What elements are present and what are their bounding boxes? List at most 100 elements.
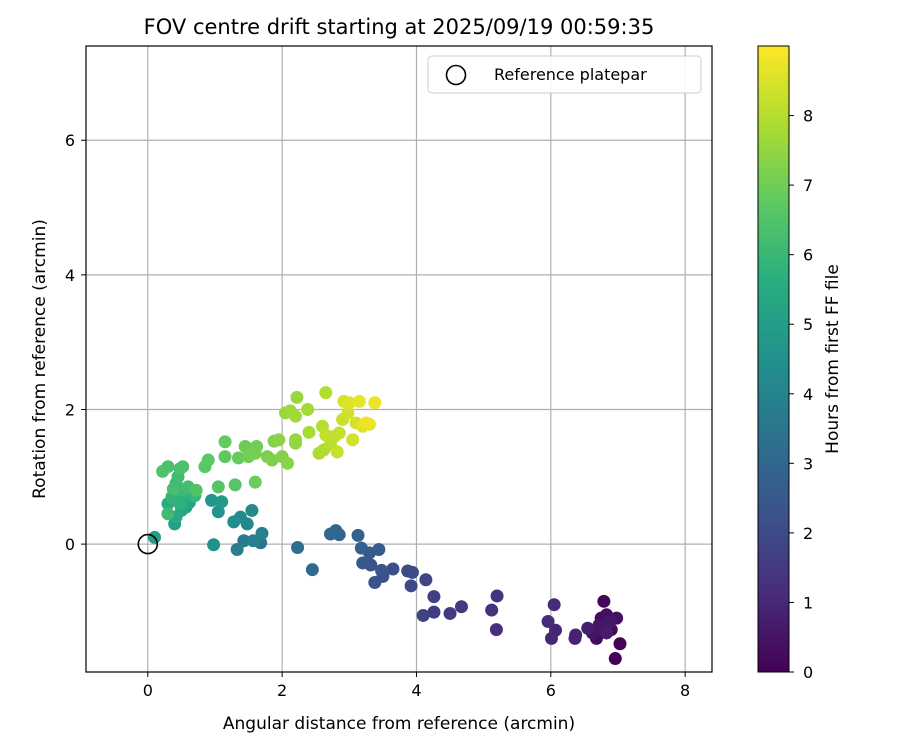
drift-point [245,503,259,517]
drift-point [330,445,344,459]
drift-point [356,556,370,570]
legend-entry-reference: Reference platepar [494,65,647,84]
drift-point [291,540,305,554]
drift-point [289,433,303,447]
drift-point [352,394,366,408]
drift-point [351,528,365,542]
y-axis-label: Rotation from reference (arcmin) [30,219,50,499]
legend: Reference platepar [427,55,702,94]
drift-point [454,600,468,614]
drift-point [541,615,555,629]
drift-point [289,409,303,423]
x-tick-label: 4 [411,681,421,700]
drift-point [603,615,617,629]
drift-point [237,534,251,548]
drift-point [427,590,441,604]
colorbar-gradient [757,45,790,673]
drift-point [341,406,355,420]
drift-point [489,623,503,637]
x-tick-label: 0 [143,681,153,700]
drift-point [166,482,180,496]
drift-point [485,603,499,617]
drift-point [272,433,286,447]
drift-point [608,652,622,666]
drift-point [427,605,441,619]
colorbar-tick-label: 7 [803,176,813,195]
drift-point [332,426,346,440]
y-tick-label: 2 [65,400,75,419]
drift-point [323,527,337,541]
colorbar-tick-label: 6 [803,246,813,265]
drift-point [248,475,262,489]
drift-point [368,396,382,410]
drift-point [228,478,242,492]
drift-point [218,450,232,464]
drift-point [230,542,244,556]
drift-point [346,433,360,447]
drift-point [246,534,260,548]
drift-point [211,505,225,519]
drift-point [544,631,558,645]
drift-point [386,562,400,576]
plot-frame [85,45,713,673]
drift-point [490,589,504,603]
drift-point [359,416,373,430]
drift-point [189,483,203,497]
drift-point [404,579,418,593]
scatter-points [148,386,627,666]
x-tick-label: 8 [680,681,690,700]
chart-title: FOV centre drift starting at 2025/09/19 … [144,15,655,39]
drift-point [375,563,389,577]
drift-point [238,440,252,454]
drift-point [156,464,170,478]
drift-point [569,628,583,642]
drift-point [205,493,219,507]
drift-point [302,425,316,439]
colorbar-tick-label: 5 [803,315,813,334]
drift-point [354,541,368,555]
drift-point [581,621,595,635]
colorbar-tick-label: 3 [803,454,813,473]
drift-point [305,563,319,577]
drift-point [215,495,229,509]
drift-point [218,435,232,449]
drift-point [342,396,356,410]
x-tick-label: 6 [546,681,556,700]
drift-point [255,526,269,540]
drift-point [597,594,611,608]
drift-point [547,598,561,612]
colorbar-ticks: 0 1 2 3 4 5 6 7 8 [789,107,813,682]
drift-point [290,390,304,404]
drift-point [405,565,419,579]
legend-reference-marker [445,64,467,86]
drift-point [231,451,245,465]
colorbar-tick-label: 4 [803,385,813,404]
colorbar-tick-label: 0 [803,663,813,682]
drift-point [416,608,430,622]
grid-lines [86,46,712,672]
drift-point [613,637,627,651]
drift-point [176,460,190,474]
drift-point [211,480,225,494]
y-tick-label: 6 [65,131,75,150]
colorbar-tick-label: 1 [803,593,813,612]
x-axis-ticks: 0 2 4 6 8 [143,672,690,700]
drift-point [248,446,262,460]
drift-point [301,402,315,416]
drift-point [368,575,382,589]
drift-point [201,453,215,467]
drift-point [265,453,279,467]
drift-point [207,538,221,552]
y-axis-ticks: 0 2 4 6 [65,131,86,554]
y-tick-label: 4 [65,266,75,285]
y-tick-label: 0 [65,535,75,554]
drift-point [281,456,295,470]
drift-point [600,626,614,640]
legend-box [427,55,702,94]
drift-point [161,507,175,521]
colorbar: 0 1 2 3 4 5 6 7 8 Hours from first FF file [757,45,843,682]
drift-point [319,428,333,442]
x-axis-label: Angular distance from reference (arcmin) [223,714,575,734]
reference-platepar-marker [137,533,159,555]
